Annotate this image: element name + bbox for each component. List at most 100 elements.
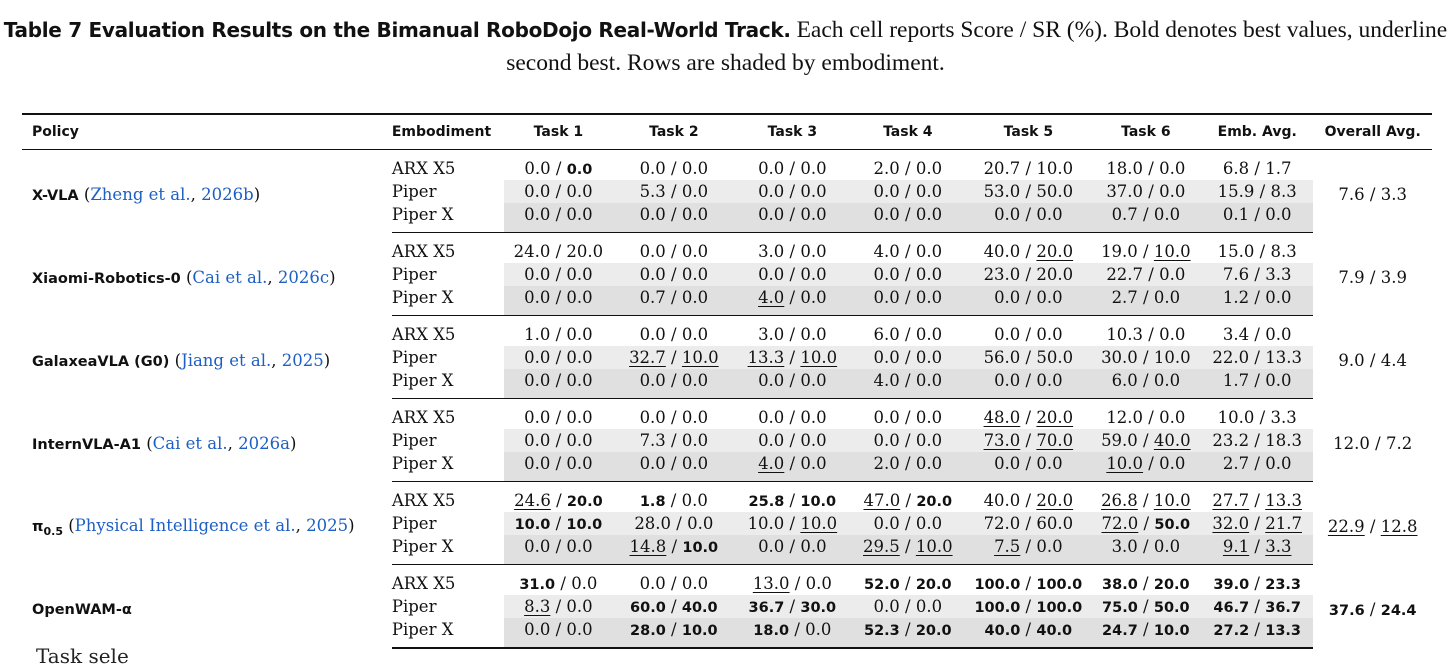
task-6-cell: 24.7 / 10.0 — [1090, 618, 1202, 649]
citation-year-link[interactable]: 2026b — [201, 185, 254, 205]
task-4-cell: 52.0 / 20.0 — [863, 574, 952, 593]
score-value: 26.8 — [1101, 491, 1138, 510]
score-value: 9.1 — [1222, 537, 1250, 556]
table-row: OpenWAM-α ARX X5 31.0 / 0.0 0.0 / 0.0 13.0 /… — [22, 565, 1432, 619]
score-value: 0.0 — [873, 408, 900, 427]
sr-value: 50.0 — [1036, 182, 1074, 201]
score-value: 0.0 — [524, 454, 551, 473]
sr-value: 21.7 — [1265, 514, 1302, 533]
citation-year-link[interactable]: 2025 — [281, 351, 324, 370]
score-value: 0.0 — [758, 371, 785, 390]
sr-value: 0.0 — [800, 431, 827, 450]
overall-avg-cell: 37.6 / 24.4 — [1328, 600, 1417, 620]
table-row: Piper X 0.0 / 0.0 0.7 / 0.0 4.0 / 0.0 0.0 / … — [22, 286, 1432, 316]
overall-sr: 12.8 — [1380, 517, 1418, 536]
task-3-cell: 0.0 / 0.0 — [735, 429, 850, 452]
task-3-cell: 0.0 / 0.0 — [758, 159, 827, 178]
score-value: 48.0 — [983, 408, 1021, 427]
score-value: 0.0 — [524, 159, 551, 178]
task-3-cell: 0.0 / 0.0 — [735, 180, 850, 203]
sr-value: 10.0 — [800, 494, 837, 510]
score-value: 0.0 — [639, 159, 666, 178]
task-3-cell: 3.0 / 0.0 — [758, 325, 827, 344]
sr-value: 0.0 — [566, 325, 593, 344]
task-3-cell: 3.0 / 0.0 — [758, 242, 827, 261]
task-5-cell: 53.0 / 50.0 — [966, 180, 1091, 203]
table-row: π0.5 (Physical Intelligence et al., 2025… — [22, 482, 1432, 537]
citation-author-link[interactable]: Zheng et al. — [90, 185, 191, 205]
score-value: 0.0 — [994, 205, 1021, 224]
citation-author-link[interactable]: Cai et al. — [152, 434, 228, 453]
citation-year-link[interactable]: 2026a — [238, 434, 290, 453]
sr-value: 0.0 — [566, 454, 593, 473]
sr-value: 0.0 — [681, 182, 709, 201]
sr-value: 36.7 — [1265, 600, 1302, 616]
sr-value: 0.0 — [1036, 454, 1063, 473]
score-value: 0.0 — [873, 205, 900, 224]
score-value: 100.0 — [974, 600, 1021, 616]
task-1-cell: 0.0 / 0.0 — [524, 159, 593, 178]
sr-value: 0.0 — [566, 597, 593, 616]
sr-value: 0.0 — [566, 182, 593, 201]
sr-value: 0.0 — [915, 288, 943, 307]
table-row: Piper 8.3 / 0.0 60.0 / 40.0 36.7 / 30.0 0.0 … — [22, 595, 1432, 618]
sr-value: 10.0 — [1036, 159, 1074, 178]
task-3-cell: 0.0 / 0.0 — [735, 369, 850, 399]
sr-value: 0.0 — [915, 514, 943, 533]
sr-value: 0.0 — [1036, 205, 1063, 224]
table-row: Xiaomi-Robotics-0 (Cai et al., 2026c) ARX… — [22, 233, 1432, 287]
emb-avg-cell: 6.8 / 1.7 — [1222, 159, 1292, 178]
sr-value: 0.0 — [687, 514, 714, 533]
score-value: 0.0 — [524, 348, 551, 367]
citation-year-link[interactable]: 2026c — [277, 268, 330, 287]
score-value: 2.7 — [1222, 454, 1250, 473]
score-value: 23.0 — [983, 265, 1021, 284]
sr-value: 0.0 — [1159, 159, 1186, 178]
overall-score: 7.6 — [1338, 185, 1365, 205]
score-value: 1.0 — [524, 325, 551, 344]
header-emb-avg: Emb. Avg. — [1201, 113, 1314, 150]
sr-value: 20.0 — [915, 623, 952, 639]
task-2-cell: 7.3 / 0.0 — [612, 429, 736, 452]
sr-value: 10.0 — [681, 348, 719, 367]
task-5-cell: 100.0 / 100.0 — [974, 574, 1083, 593]
sr-value: 0.0 — [1036, 537, 1063, 556]
policy-name: π0.5 — [32, 518, 63, 538]
score-value: 0.0 — [758, 205, 785, 224]
citation-author-link[interactable]: Jiang et al. — [181, 351, 272, 370]
score-value: 0.0 — [524, 288, 551, 307]
sr-value: 10.0 — [682, 540, 719, 556]
overall-score: 9.0 — [1338, 351, 1365, 370]
overall-avg-cell: 7.6 / 3.3 — [1338, 185, 1407, 205]
table-body: X-VLA (Zheng et al., 2026b) ARX X5 0.0 / 0… — [22, 150, 1432, 649]
score-value: 36.7 — [748, 600, 785, 616]
score-value: 37.0 — [1106, 182, 1144, 201]
sr-value: 0.0 — [566, 162, 593, 178]
sr-value: 0.0 — [681, 288, 709, 307]
sr-value: 13.3 — [1265, 623, 1302, 639]
task-3-cell: 25.8 / 10.0 — [748, 491, 837, 510]
sr-value: 50.0 — [1036, 348, 1074, 367]
citation-author-link[interactable]: Physical Intelligence et al. — [74, 515, 296, 535]
task-5-cell: 72.0 / 60.0 — [966, 512, 1091, 535]
overall-sr: 3.3 — [1380, 185, 1407, 205]
sr-value: 10.0 — [566, 517, 603, 533]
score-value: 0.0 — [758, 265, 785, 284]
task-2-cell: 0.0 / 0.0 — [612, 452, 736, 482]
sr-value: 0.0 — [800, 371, 827, 390]
task-1-cell: 0.0 / 0.0 — [504, 346, 613, 369]
task-6-cell: 72.0 / 50.0 — [1090, 512, 1202, 535]
citation-author-link[interactable]: Cai et al. — [192, 268, 268, 287]
score-value: 0.0 — [758, 159, 785, 178]
task-3-cell: 36.7 / 30.0 — [735, 595, 850, 618]
task-2-cell: 28.0 / 10.0 — [612, 618, 736, 649]
score-value: 52.0 — [863, 577, 900, 593]
sr-value: 0.0 — [915, 431, 943, 450]
score-value: 0.0 — [994, 288, 1021, 307]
task-6-cell: 10.0 / 0.0 — [1090, 452, 1202, 482]
score-value: 2.0 — [873, 159, 900, 178]
embodiment-cell: ARX X5 — [391, 574, 456, 593]
task-1-cell: 0.0 / 0.0 — [504, 369, 613, 399]
citation-year-link[interactable]: 2025 — [306, 515, 349, 535]
score-value: 75.0 — [1102, 600, 1138, 616]
